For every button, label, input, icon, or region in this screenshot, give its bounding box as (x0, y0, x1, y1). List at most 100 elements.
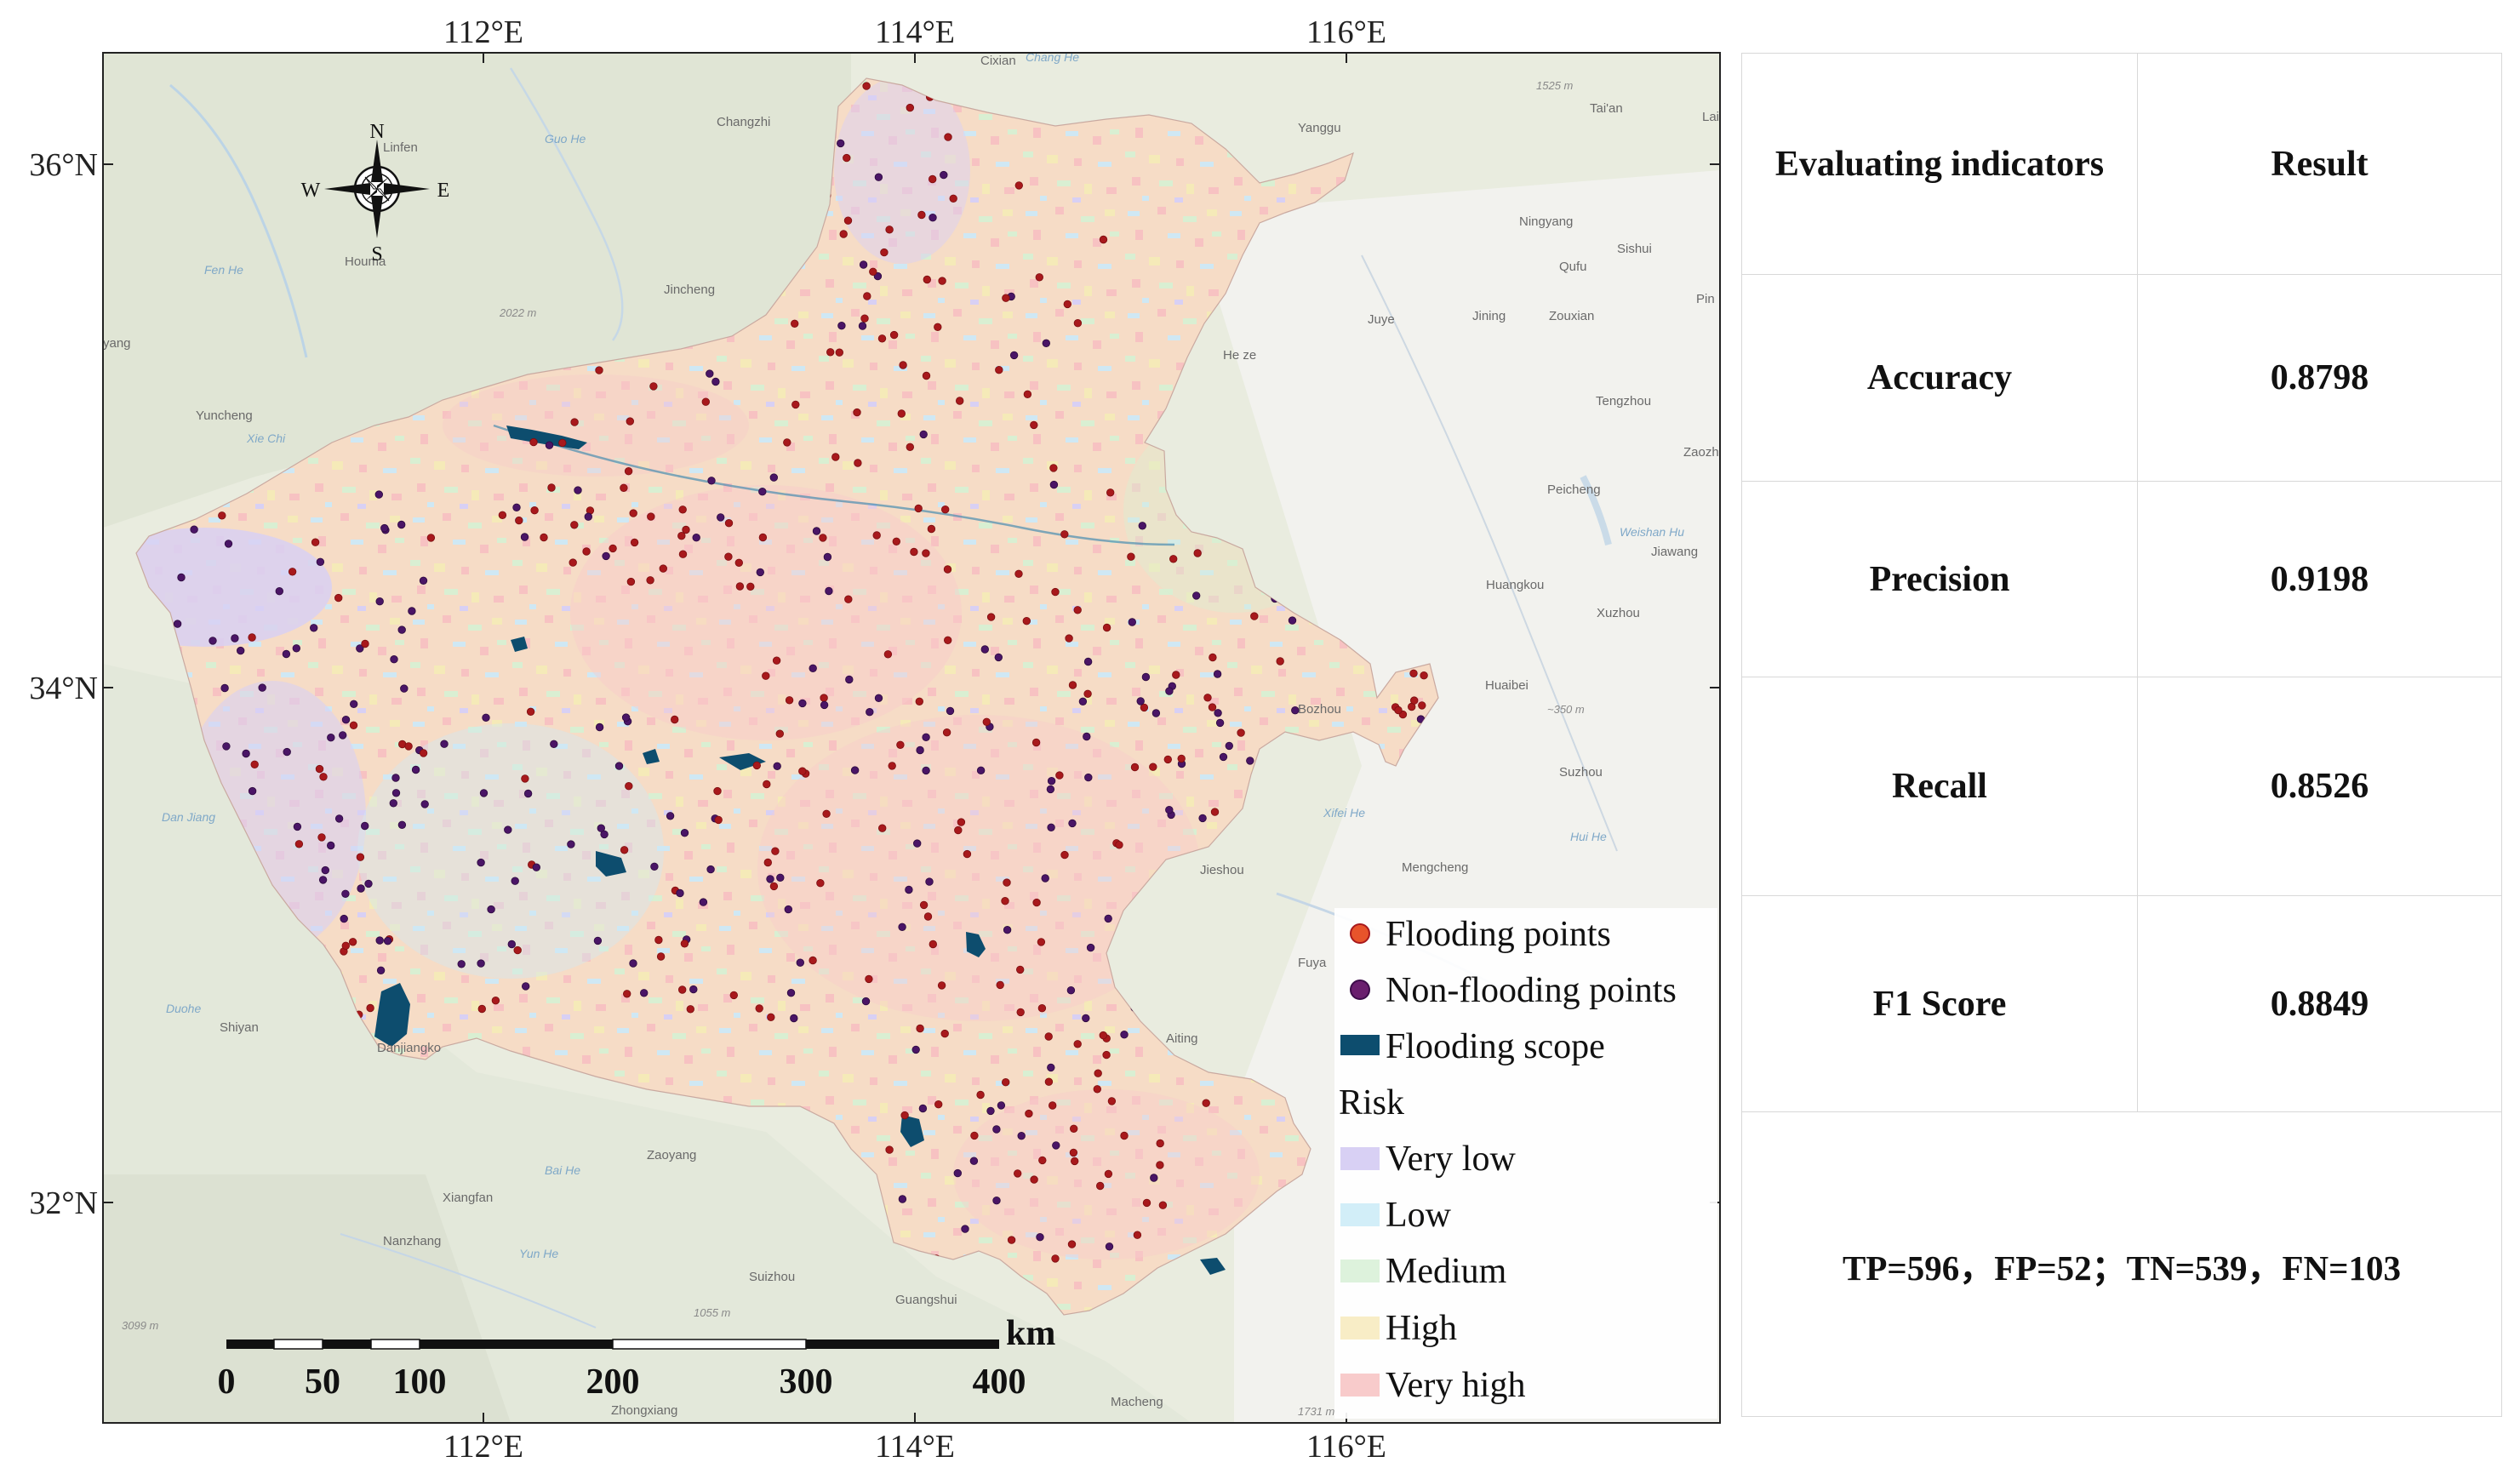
non-flooding-point (706, 865, 715, 874)
flooding-point (1025, 1109, 1033, 1118)
non-flooding-point (837, 322, 846, 330)
flooding-point (860, 314, 869, 323)
flooding-point (888, 762, 896, 770)
non-flooding-point (922, 733, 930, 742)
flooding-point (1420, 671, 1428, 680)
non-flooding-point (390, 655, 398, 664)
non-flooding-point (912, 839, 922, 848)
flooding-point (1142, 1198, 1151, 1208)
non-flooding-point (629, 959, 637, 968)
flooding-point (1276, 657, 1284, 665)
non-flooding-point (1042, 339, 1051, 348)
non-flooding-point (994, 653, 1003, 662)
flooding-point (724, 519, 734, 528)
flooding-point (809, 956, 817, 965)
flooding-point (906, 443, 915, 452)
place-label: yang (103, 336, 131, 351)
non-flooding-point (1003, 925, 1012, 934)
non-flooding-point (776, 873, 785, 883)
non-flooding-point (574, 486, 582, 494)
river-label: Duohe (166, 1002, 201, 1015)
non-flooding-point (929, 213, 937, 222)
scale-tick-label: 50 (305, 1362, 340, 1402)
coordinate-labels: 112°E 114°E 116°E 112°E 114°E 116°E 36°N… (29, 14, 1386, 1465)
non-flooding-point (1198, 814, 1207, 823)
non-flooding-point (798, 699, 807, 708)
place-label: Mengcheng (1402, 860, 1468, 875)
flooding-point (916, 1024, 924, 1033)
non-flooding-point (482, 713, 490, 723)
non-flooding-point (867, 35, 875, 43)
flooding-point (620, 483, 628, 493)
non-flooding-point (858, 322, 867, 330)
river-label: Dan Jiang (162, 810, 215, 824)
flooding-point (477, 1004, 487, 1014)
non-flooding-point (479, 789, 489, 797)
flooding-point (820, 694, 828, 702)
non-flooding-point (400, 684, 409, 693)
scale-tick-label: 0 (218, 1362, 236, 1402)
legend-risk-label: Very high (1386, 1366, 1525, 1405)
non-flooding-point (1105, 1242, 1114, 1251)
flooding-point (938, 277, 946, 285)
flooding-point (1409, 696, 1419, 705)
indicator-cell: Accuracy (1741, 274, 2138, 482)
non-flooding-point (1083, 657, 1093, 666)
non-flooding-point (1150, 1174, 1158, 1182)
place-label: Suizhou (749, 1270, 795, 1284)
flooding-point (595, 366, 603, 374)
flooding-point (822, 809, 831, 819)
flooding-point (763, 780, 771, 789)
non-flooding-point (595, 723, 604, 732)
non-flooding-point (711, 377, 720, 386)
table-row: Accuracy 0.8798 (1741, 274, 2502, 482)
non-flooding-point (680, 829, 689, 837)
flooding-point (791, 400, 800, 409)
flooding-point (826, 348, 835, 357)
non-flooding-point (1068, 819, 1077, 828)
flooding-point (944, 133, 952, 141)
result-cell: 0.8849 (2137, 895, 2502, 1112)
flooding-point (682, 525, 690, 534)
non-flooding-point (717, 513, 725, 522)
flooding-point (1016, 1008, 1025, 1017)
non-flooding-point (922, 766, 930, 775)
lat-label-left: 36°N (29, 147, 98, 183)
non-flooding-point (380, 523, 389, 533)
place-label: Zouxian (1549, 309, 1594, 323)
compass-north-label: N (369, 121, 384, 143)
flooding-point (843, 153, 851, 163)
lon-label-top: 112°E (443, 14, 523, 50)
flooding-point (1237, 728, 1245, 737)
legend-risk-label: Low (1386, 1196, 1452, 1235)
non-flooding-point (321, 865, 330, 875)
flooding-point (1002, 294, 1010, 302)
non-flooding-point (1017, 1131, 1026, 1140)
flooding-point (1099, 1031, 1108, 1040)
flooding-point (986, 613, 996, 621)
non-flooding-point (389, 799, 398, 808)
non-flooding-point (173, 620, 182, 628)
non-flooding-point (1009, 351, 1019, 360)
non-flooding-point (327, 841, 335, 850)
flooding-point (934, 1100, 943, 1109)
flooding-point (294, 840, 304, 848)
flooding-point (1156, 1161, 1164, 1169)
flooding-point (996, 980, 1004, 990)
flooding-point (844, 595, 853, 603)
flooding-point (1067, 1240, 1077, 1248)
indicator-cell: Precision (1741, 481, 2138, 677)
flooding-point (929, 940, 938, 949)
elevation-label: 1055 m (694, 1306, 731, 1319)
non-flooding-point (391, 774, 400, 782)
non-flooding-point (1036, 1232, 1044, 1242)
non-flooding-point (1288, 616, 1297, 625)
flooding-point (1102, 623, 1111, 632)
flooding-point (943, 565, 952, 574)
flooding-point (763, 858, 773, 867)
lon-label-bottom: 112°E (443, 1429, 523, 1465)
flooding-point (671, 715, 679, 724)
legend-risk-swatch (1340, 1317, 1380, 1339)
non-flooding-point (758, 488, 767, 496)
place-label: Peicheng (1547, 483, 1601, 497)
